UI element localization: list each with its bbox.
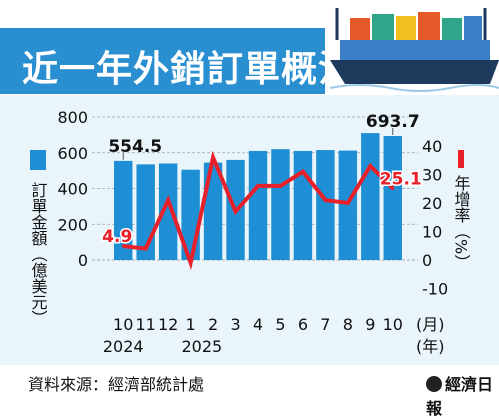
left-axis-tick-label: 0 xyxy=(78,251,88,270)
left-axis-tick-label: 800 xyxy=(57,108,88,127)
bar xyxy=(338,150,358,260)
growth-point xyxy=(256,184,260,188)
x-tick-label: 7 xyxy=(320,315,330,334)
right-axis-label: 年增率（%） xyxy=(452,175,471,270)
x-tick-label: 8 xyxy=(343,315,353,334)
legend-bar-swatch xyxy=(30,150,46,170)
bar-value-label: 693.7 xyxy=(366,112,420,132)
growth-value-label: 25.1 xyxy=(380,169,422,189)
legend-line-swatch xyxy=(458,150,464,168)
growth-point xyxy=(278,184,282,188)
left-axis-tick-label: 600 xyxy=(57,144,88,163)
x-year-unit-label: (年) xyxy=(416,337,445,356)
bar xyxy=(293,150,313,260)
right-axis-tick-label: 40 xyxy=(422,137,442,156)
x-tick-label: 10 xyxy=(113,315,133,334)
year-label: 2024 xyxy=(103,337,144,356)
growth-point xyxy=(166,198,170,202)
bar xyxy=(316,150,335,260)
right-axis-tick-label: 20 xyxy=(422,194,442,213)
right-axis-tick-label: -10 xyxy=(422,280,448,299)
left-axis-label: 訂單金額（億美元） xyxy=(29,182,48,326)
chart: 0200400600800-10010203040554.5693.74.925… xyxy=(28,0,499,356)
title-banner xyxy=(0,28,325,94)
left-axis-tick-label: 400 xyxy=(57,180,88,199)
plot-area: 0200400600800-10010203040554.5693.74.925… xyxy=(29,108,471,356)
growth-point xyxy=(211,155,215,159)
source-note: 資料來源：經濟部統計處 xyxy=(28,375,205,394)
x-tick-label: 5 xyxy=(275,315,285,334)
growth-point xyxy=(121,244,125,248)
growth-point xyxy=(234,210,238,214)
x-tick-label: 3 xyxy=(230,315,240,334)
growth-point xyxy=(301,170,305,174)
cargo-ship-illustration xyxy=(329,0,499,95)
growth-point xyxy=(189,261,193,265)
publisher-icon xyxy=(426,376,442,392)
x-unit-label: (月) xyxy=(416,315,445,334)
bar xyxy=(383,136,402,260)
x-tick-label: 1 xyxy=(186,315,196,334)
growth-point xyxy=(391,186,395,190)
growth-value-label: 4.9 xyxy=(102,227,132,247)
chart-title: 近一年外銷訂單概況 xyxy=(22,49,356,90)
x-tick-label: 10 xyxy=(383,315,403,334)
year-label: 2025 xyxy=(181,337,222,356)
growth-point xyxy=(346,201,350,205)
bar xyxy=(158,163,178,260)
bar xyxy=(361,133,380,260)
left-axis-tick-label: 200 xyxy=(57,215,88,234)
x-tick-label: 9 xyxy=(365,315,375,334)
right-axis-tick-label: 10 xyxy=(422,223,442,242)
right-axis-tick-label: 30 xyxy=(422,166,442,185)
right-axis-tick-label: 0 xyxy=(422,251,432,270)
bar xyxy=(271,149,290,260)
x-tick-label: 12 xyxy=(158,315,178,334)
growth-point xyxy=(368,164,372,168)
x-tick-label: 4 xyxy=(253,315,263,334)
bar-value-label: 554.5 xyxy=(108,137,162,157)
growth-point xyxy=(323,198,327,202)
growth-point xyxy=(144,247,148,251)
x-tick-label: 6 xyxy=(298,315,308,334)
x-tick-label: 11 xyxy=(136,315,156,334)
publisher-logo-text: 經濟日報 xyxy=(426,371,499,419)
x-tick-label: 2 xyxy=(208,315,218,334)
bar xyxy=(248,150,268,260)
bar xyxy=(114,160,133,260)
